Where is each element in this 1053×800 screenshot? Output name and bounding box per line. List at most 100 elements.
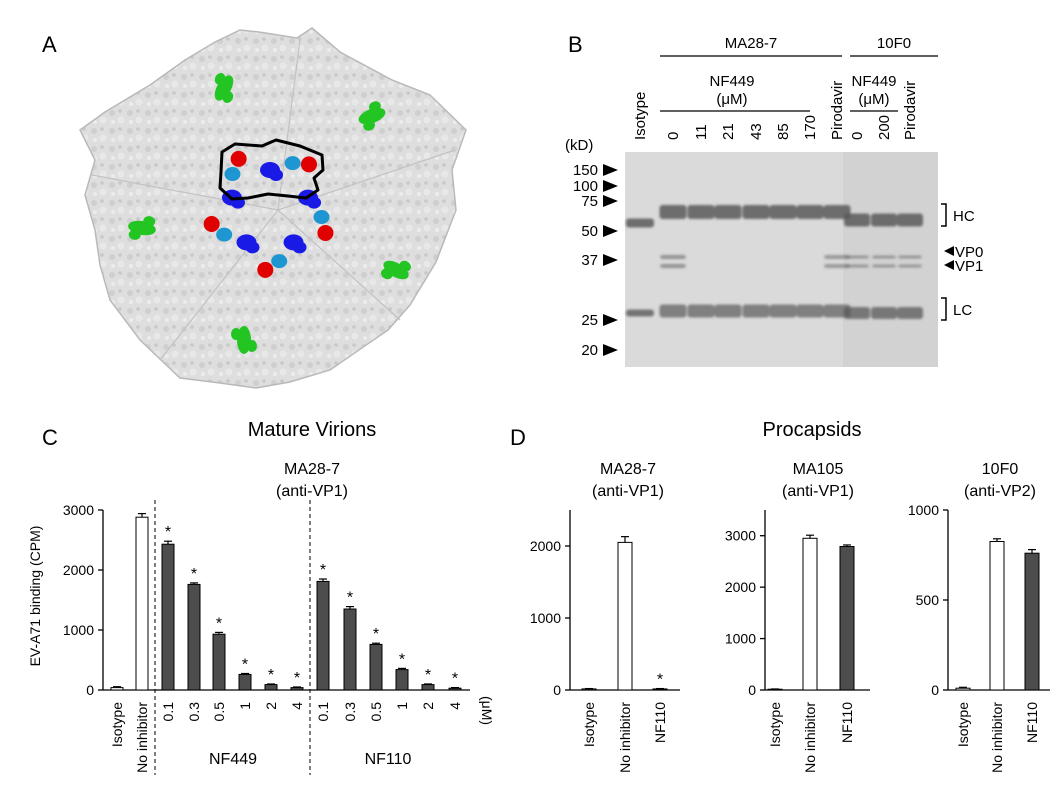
significance-star: * [399, 651, 405, 668]
lane-label: 85 [775, 123, 792, 140]
lane-label: 200 [876, 115, 893, 140]
gel-band [844, 213, 870, 227]
x-tick-label: 0.3 [186, 702, 202, 722]
y-tick-label: 1000 [725, 631, 756, 647]
bar [238, 673, 252, 691]
y-tick-label: 2000 [725, 579, 756, 595]
x-tick-label: 2 [420, 702, 436, 710]
panel-letter-d: D [510, 425, 526, 450]
bar [369, 643, 383, 691]
gel-band [714, 205, 742, 219]
chart-subtitle-1: MA28-7 [600, 461, 656, 478]
significance-star: * [191, 566, 197, 583]
y-axis-label: EV-A71 binding (CPM) [27, 526, 43, 667]
cyan-residue [284, 156, 301, 171]
protomer-outline [218, 138, 325, 201]
panel-c-subtitle-2: (anti-VP1) [276, 483, 348, 500]
marker-arrow [603, 314, 618, 326]
chart-procapsid-ma28-7: 0 1000 2000 MA28-7 (anti-VP1) Isotype No inhib… [530, 461, 680, 773]
x-tick-label: 4 [447, 702, 463, 710]
y-tick-label: 1000 [530, 610, 561, 626]
cyan-residue [224, 167, 241, 182]
green-site-blob [222, 91, 234, 103]
green-site-blob [143, 216, 156, 227]
gel-band [898, 264, 922, 268]
bracket-hc [941, 203, 947, 227]
x-tick-label: NF110 [1024, 702, 1040, 743]
marker-arrow [603, 195, 618, 207]
x-tick-label: NF110 [652, 702, 668, 743]
bar [448, 687, 462, 691]
nf449-label-right: NF449 [851, 73, 896, 90]
gel-band [660, 255, 686, 259]
bar [161, 543, 175, 691]
nf449-label-left: NF449 [709, 73, 754, 90]
y-tick-label: 0 [748, 682, 756, 698]
gel-band [796, 304, 824, 318]
green-site-5 [231, 326, 257, 354]
lane-label: 11 [693, 124, 710, 140]
gel-band [824, 264, 850, 268]
gel-band [714, 304, 742, 318]
x-tick-label: 0.1 [315, 702, 331, 722]
y-tick-label: 1000 [63, 622, 94, 638]
x-tick-label: NF110 [839, 702, 855, 743]
gel-band [871, 307, 897, 319]
x-tick-label: Isotype [109, 702, 125, 747]
group-label-nf110: NF110 [365, 751, 412, 768]
panel-a: A [42, 27, 467, 389]
gel-band [897, 307, 923, 319]
label-hc: HC [953, 208, 975, 225]
chart-subtitle-2: (anti-VP1) [782, 483, 854, 500]
green-site-blob [358, 107, 386, 125]
significance-star: * [320, 562, 326, 579]
bracket-lc [941, 297, 947, 321]
gel-band [898, 255, 922, 259]
significance-star: * [294, 670, 300, 687]
x-tick-label: No inhibitor [134, 702, 150, 773]
marker-label: 50 [581, 223, 598, 240]
red-residue [300, 156, 317, 173]
cyan-residue [313, 210, 330, 225]
gel-band [769, 304, 797, 318]
bar [839, 546, 855, 691]
bar [110, 687, 124, 691]
bar [135, 516, 149, 691]
red-residue [203, 216, 220, 233]
marker-label: 20 [581, 342, 598, 359]
gel-band [660, 264, 686, 268]
label-vp0: VP0 [955, 244, 983, 261]
lane-label: Isotype [632, 92, 649, 140]
gel-band [872, 264, 896, 268]
capsid-subunit-seam [159, 209, 279, 361]
green-site-blob [214, 73, 226, 85]
green-site-2 [358, 101, 386, 131]
arrow-vp1 [944, 260, 954, 270]
chart-subtitle-1: MA105 [793, 461, 844, 478]
lane-label: 0 [665, 132, 682, 140]
x-tick-label: Isotype [767, 702, 783, 747]
x-tick-label: No inhibitor [989, 702, 1005, 773]
gel-band [823, 205, 851, 219]
gel-band [844, 307, 870, 319]
x-tick-label: 0.5 [211, 702, 227, 722]
cyan-residue [271, 254, 288, 269]
green-site-1 [214, 73, 234, 103]
green-sites [128, 73, 411, 354]
panel-letter-c: C [42, 425, 58, 450]
significance-star: * [165, 524, 171, 541]
bar [187, 583, 201, 691]
blue-residue [307, 196, 322, 209]
green-site-blob [128, 229, 141, 240]
y-tick-label: 0 [931, 682, 939, 698]
green-site-blob [399, 260, 411, 272]
gel-lane-labels: Isotype 0 11 21 43 85 170 Pirodavir 0 200 Pirodavi… [632, 81, 919, 140]
bar [421, 684, 435, 691]
gel-band [626, 218, 654, 228]
bar [395, 669, 409, 691]
x-tick-label: 1 [394, 702, 410, 710]
significance-star: * [452, 671, 458, 688]
capsid-subunit-seam [277, 209, 401, 321]
panel-letter-a: A [42, 32, 57, 57]
